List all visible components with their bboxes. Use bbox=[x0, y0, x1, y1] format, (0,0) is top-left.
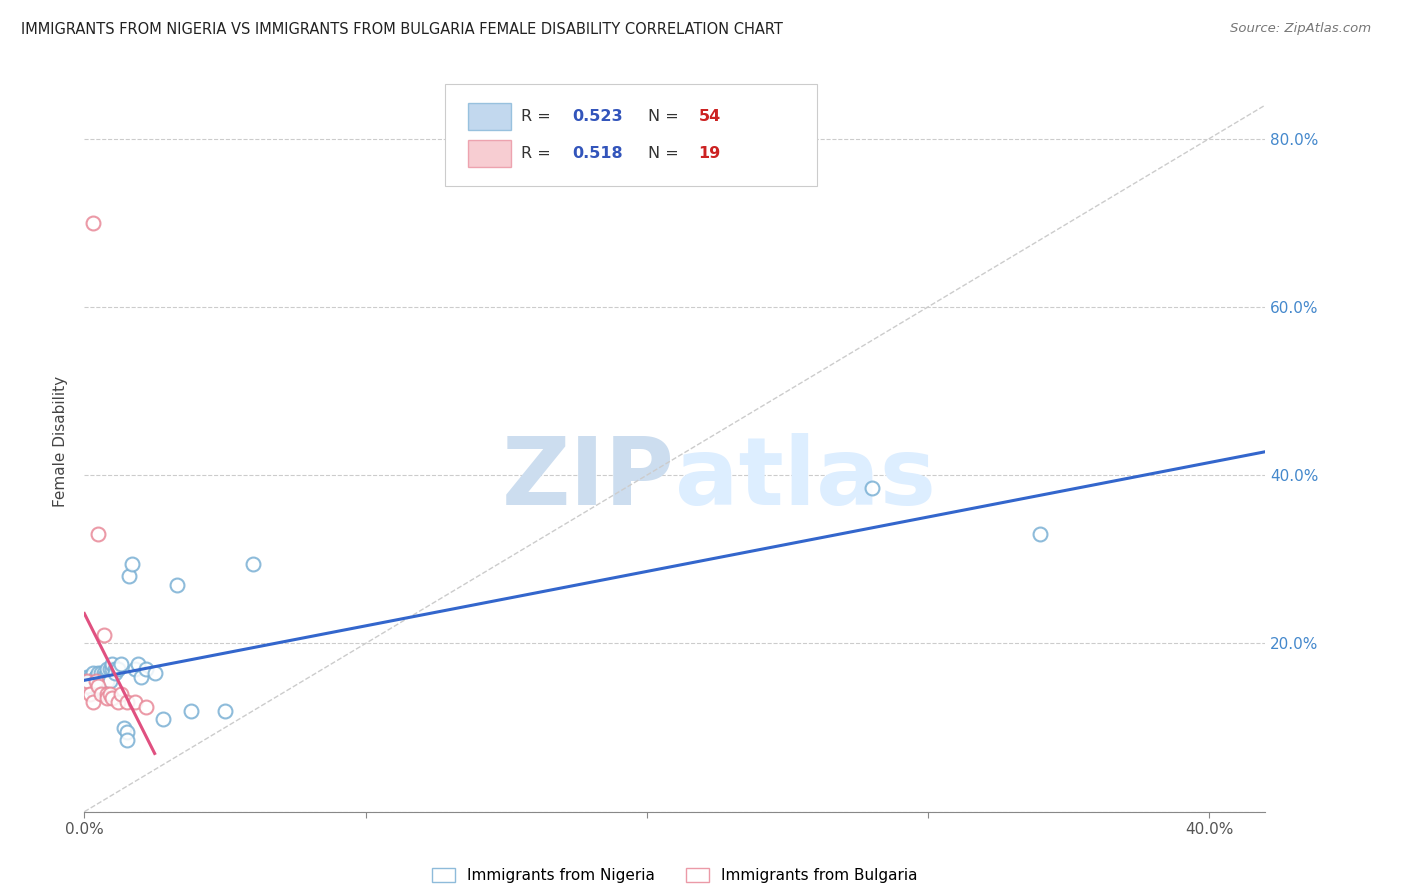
Point bbox=[135, 699, 157, 714]
Point bbox=[90, 665, 112, 680]
Text: R =: R = bbox=[522, 146, 557, 161]
Point bbox=[93, 628, 115, 642]
Text: Source: ZipAtlas.com: Source: ZipAtlas.com bbox=[1230, 22, 1371, 36]
Text: ZIP: ZIP bbox=[502, 433, 675, 524]
Point bbox=[135, 662, 157, 676]
Text: atlas: atlas bbox=[675, 433, 936, 524]
Point bbox=[118, 569, 141, 583]
Text: 54: 54 bbox=[699, 109, 721, 124]
Point bbox=[84, 674, 107, 689]
Point bbox=[87, 674, 110, 689]
Point bbox=[107, 695, 129, 709]
Point bbox=[214, 704, 236, 718]
Point bbox=[82, 682, 104, 697]
Point bbox=[76, 674, 98, 689]
Text: IMMIGRANTS FROM NIGERIA VS IMMIGRANTS FROM BULGARIA FEMALE DISABILITY CORRELATIO: IMMIGRANTS FROM NIGERIA VS IMMIGRANTS FR… bbox=[21, 22, 783, 37]
Point bbox=[143, 665, 166, 680]
Point bbox=[124, 695, 146, 709]
Point bbox=[1029, 527, 1052, 541]
Text: 19: 19 bbox=[699, 146, 721, 161]
Text: R =: R = bbox=[522, 109, 557, 124]
Point bbox=[107, 662, 129, 676]
Point bbox=[87, 679, 110, 693]
Point bbox=[76, 674, 98, 689]
Point bbox=[76, 670, 98, 684]
Point bbox=[101, 657, 124, 672]
Point bbox=[101, 662, 124, 676]
Point bbox=[82, 695, 104, 709]
Point bbox=[860, 481, 883, 495]
Point bbox=[82, 674, 104, 689]
Point bbox=[79, 670, 101, 684]
Point bbox=[76, 679, 98, 693]
Text: N =: N = bbox=[648, 109, 683, 124]
Point bbox=[90, 670, 112, 684]
Point bbox=[79, 687, 101, 701]
Point bbox=[82, 216, 104, 230]
Point bbox=[82, 679, 104, 693]
Point bbox=[129, 670, 152, 684]
Point bbox=[124, 662, 146, 676]
Point bbox=[79, 674, 101, 689]
Point bbox=[180, 704, 202, 718]
Point bbox=[93, 670, 115, 684]
Point bbox=[101, 691, 124, 706]
Point bbox=[96, 662, 118, 676]
Point bbox=[115, 695, 138, 709]
Point bbox=[93, 674, 115, 689]
Point bbox=[96, 687, 118, 701]
Point bbox=[87, 527, 110, 541]
Point bbox=[121, 557, 143, 571]
Point bbox=[82, 674, 104, 689]
Point bbox=[79, 679, 101, 693]
Point bbox=[87, 674, 110, 689]
Y-axis label: Female Disability: Female Disability bbox=[53, 376, 69, 508]
Text: N =: N = bbox=[648, 146, 683, 161]
Point bbox=[152, 712, 174, 726]
Point bbox=[84, 674, 107, 689]
Point bbox=[110, 657, 132, 672]
Point bbox=[110, 687, 132, 701]
FancyBboxPatch shape bbox=[468, 140, 510, 167]
Point bbox=[82, 665, 104, 680]
Point bbox=[96, 665, 118, 680]
Point bbox=[98, 687, 121, 701]
Point bbox=[93, 665, 115, 680]
Point bbox=[127, 657, 149, 672]
Point bbox=[166, 577, 188, 591]
Point bbox=[84, 679, 107, 693]
Point bbox=[104, 662, 127, 676]
Point bbox=[98, 662, 121, 676]
Point bbox=[96, 674, 118, 689]
Point bbox=[112, 721, 135, 735]
Point bbox=[96, 691, 118, 706]
Point bbox=[84, 670, 107, 684]
Text: 0.523: 0.523 bbox=[572, 109, 623, 124]
FancyBboxPatch shape bbox=[468, 103, 510, 130]
Point bbox=[90, 687, 112, 701]
Point bbox=[242, 557, 264, 571]
Point bbox=[90, 679, 112, 693]
Point bbox=[90, 674, 112, 689]
Point bbox=[84, 670, 107, 684]
Point bbox=[87, 665, 110, 680]
Point bbox=[87, 674, 110, 689]
Legend: Immigrants from Nigeria, Immigrants from Bulgaria: Immigrants from Nigeria, Immigrants from… bbox=[426, 862, 924, 889]
Point bbox=[87, 679, 110, 693]
Point bbox=[104, 665, 127, 680]
Text: 0.518: 0.518 bbox=[572, 146, 623, 161]
Point bbox=[98, 674, 121, 689]
Point bbox=[115, 724, 138, 739]
FancyBboxPatch shape bbox=[444, 84, 817, 186]
Point bbox=[115, 733, 138, 747]
